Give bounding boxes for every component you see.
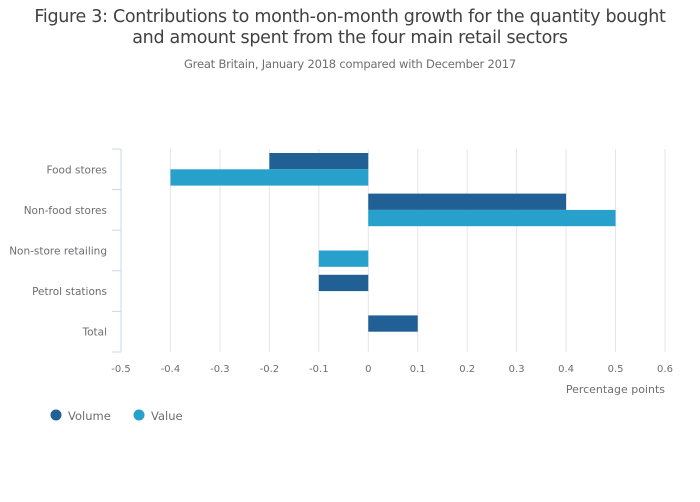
category-label: Petrol stations — [32, 286, 107, 298]
x-tick-label: 0 — [365, 364, 371, 375]
bar-volume[interactable] — [368, 193, 567, 210]
x-tick-label: -0.4 — [161, 364, 181, 375]
bars — [170, 153, 616, 332]
x-tick-label: -0.1 — [309, 364, 329, 375]
chart-title-line-2: and amount spent from the four main reta… — [132, 28, 568, 48]
chart-title-line-1: Figure 3: Contributions to month-on-mont… — [34, 7, 666, 27]
category-label: Non-food stores — [24, 205, 107, 217]
legend: Volume Value — [50, 409, 183, 423]
legend-item-value[interactable]: Value — [133, 409, 183, 423]
bar-volume[interactable] — [269, 153, 369, 170]
x-tick-label: 0.4 — [558, 364, 574, 375]
category-label: Non-store retailing — [9, 246, 107, 258]
legend-marker-icon — [133, 409, 145, 421]
legend-label: Value — [151, 409, 183, 423]
chart-title: Figure 3: Contributions to month-on-mont… — [0, 7, 700, 49]
x-axis-title: Percentage points — [566, 383, 665, 396]
legend-marker-icon — [50, 409, 62, 421]
x-tick-label: 0.1 — [410, 364, 426, 375]
x-tick-label: -0.5 — [111, 364, 131, 375]
bar-value[interactable] — [368, 209, 616, 227]
x-axis-ticks: -0.5 -0.4 -0.3 -0.2 -0.1 0 0.1 0.2 0.3 0.4 0.5 0.6 — [111, 364, 673, 375]
x-tick-label: 0.2 — [459, 364, 475, 375]
bar-volume[interactable] — [368, 315, 418, 332]
x-tick-label: 0.6 — [657, 364, 673, 375]
bar-volume[interactable] — [318, 274, 369, 292]
bar-value[interactable] — [170, 169, 369, 186]
legend-item-volume[interactable]: Volume — [50, 409, 111, 423]
x-tick-label: -0.2 — [260, 364, 280, 375]
x-tick-label: -0.3 — [210, 364, 230, 375]
x-tick-label: 0.5 — [608, 364, 624, 375]
chart-subtitle: Great Britain, January 2018 compared wit… — [183, 57, 517, 71]
legend-label: Volume — [68, 409, 111, 423]
bar-value[interactable] — [318, 250, 369, 267]
category-label: Food stores — [46, 164, 107, 176]
y-axis: Food stores Non-food stores Non-store reta… — [9, 148, 122, 353]
x-tick-label: 0.3 — [509, 364, 525, 375]
category-label: Total — [81, 327, 107, 339]
